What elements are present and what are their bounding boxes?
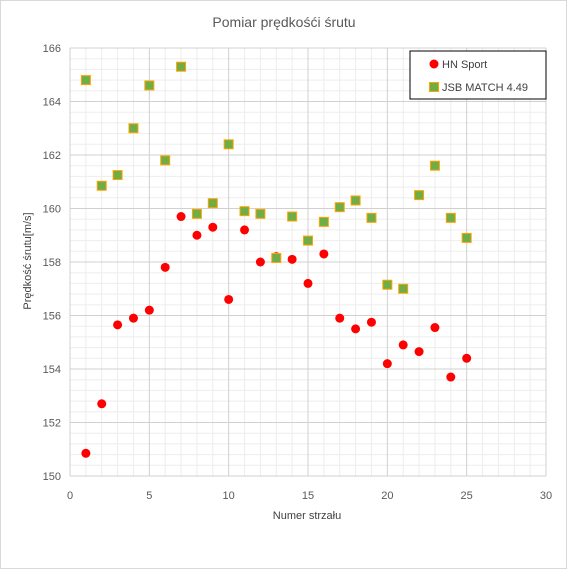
legend-label-hn-sport: HN Sport [442,59,487,71]
point-jsb-match [445,212,456,223]
point-jsb-match [144,80,155,91]
point-jsb-match [80,75,91,86]
y-tick-label: 156 [43,311,61,323]
point-hn-sport [430,323,440,333]
y-tick-label: 166 [43,43,61,55]
point-jsb-match [366,212,377,223]
point-jsb-match [287,211,298,222]
point-hn-sport [224,294,234,304]
point-jsb-match [271,252,282,263]
point-jsb-match [414,190,425,201]
point-jsb-match [255,208,266,219]
point-jsb-match [191,208,202,219]
x-tick-label: 15 [302,490,314,502]
y-tick-label: 160 [43,204,61,216]
point-jsb-match [461,232,472,243]
x-tick-label: 5 [146,490,152,502]
point-hn-sport [176,212,186,222]
legend-marker-hn-sport [429,59,439,69]
major-gridlines [69,47,547,477]
y-tick-label: 158 [43,257,61,269]
legend-label-jsb-match: JSB MATCH 4.49 [442,82,528,94]
point-jsb-match [207,198,218,209]
data-points [80,61,472,458]
legend: HN Sport JSB MATCH 4.49 [409,50,547,100]
point-jsb-match [318,216,329,227]
point-jsb-match [398,283,409,294]
point-hn-sport [192,230,202,240]
point-jsb-match [176,61,187,72]
x-tick-label: 30 [540,490,552,502]
point-hn-sport [255,257,265,267]
point-hn-sport [351,324,361,334]
point-hn-sport [240,225,250,235]
x-axis-title: Numer strzału [273,510,341,522]
point-hn-sport [446,372,456,382]
point-hn-sport [81,448,91,458]
x-tick-label: 25 [461,490,473,502]
point-jsb-match [160,155,171,166]
point-hn-sport [113,320,123,330]
point-jsb-match [334,202,345,213]
point-jsb-match [350,195,361,206]
point-hn-sport [366,317,376,327]
y-tick-label: 164 [43,97,61,109]
point-jsb-match [128,123,139,134]
point-hn-sport [414,347,424,357]
tick-labels: 0 5 10 15 20 25 30 150 152 154 156 158 160 162 164 166 [43,43,552,502]
point-jsb-match [112,170,123,181]
point-jsb-match [429,160,440,171]
point-hn-sport [319,249,329,259]
point-hn-sport [97,399,107,409]
point-hn-sport [303,278,313,288]
y-tick-label: 150 [43,471,61,483]
point-hn-sport [287,254,297,264]
x-tick-label: 20 [381,490,393,502]
point-hn-sport [160,262,170,272]
legend-marker-jsb-match [429,82,439,92]
chart-title: Pomiar prędkośći śrutu [212,14,355,30]
y-tick-label: 152 [43,418,61,430]
point-hn-sport [128,313,138,323]
point-hn-sport [398,340,408,350]
point-jsb-match [223,139,234,150]
point-hn-sport [335,313,345,323]
y-axis-title: Prędkość śrutu[m/s] [22,212,34,309]
point-jsb-match [96,180,107,191]
x-tick-label: 10 [223,490,235,502]
x-tick-label: 0 [67,490,73,502]
point-hn-sport [462,353,472,363]
point-hn-sport [208,222,218,232]
point-jsb-match [239,206,250,217]
point-jsb-match [303,235,313,246]
point-hn-sport [144,305,154,315]
y-tick-label: 162 [43,150,61,162]
point-hn-sport [382,359,392,369]
point-jsb-match [382,279,393,290]
y-tick-label: 154 [43,364,61,376]
